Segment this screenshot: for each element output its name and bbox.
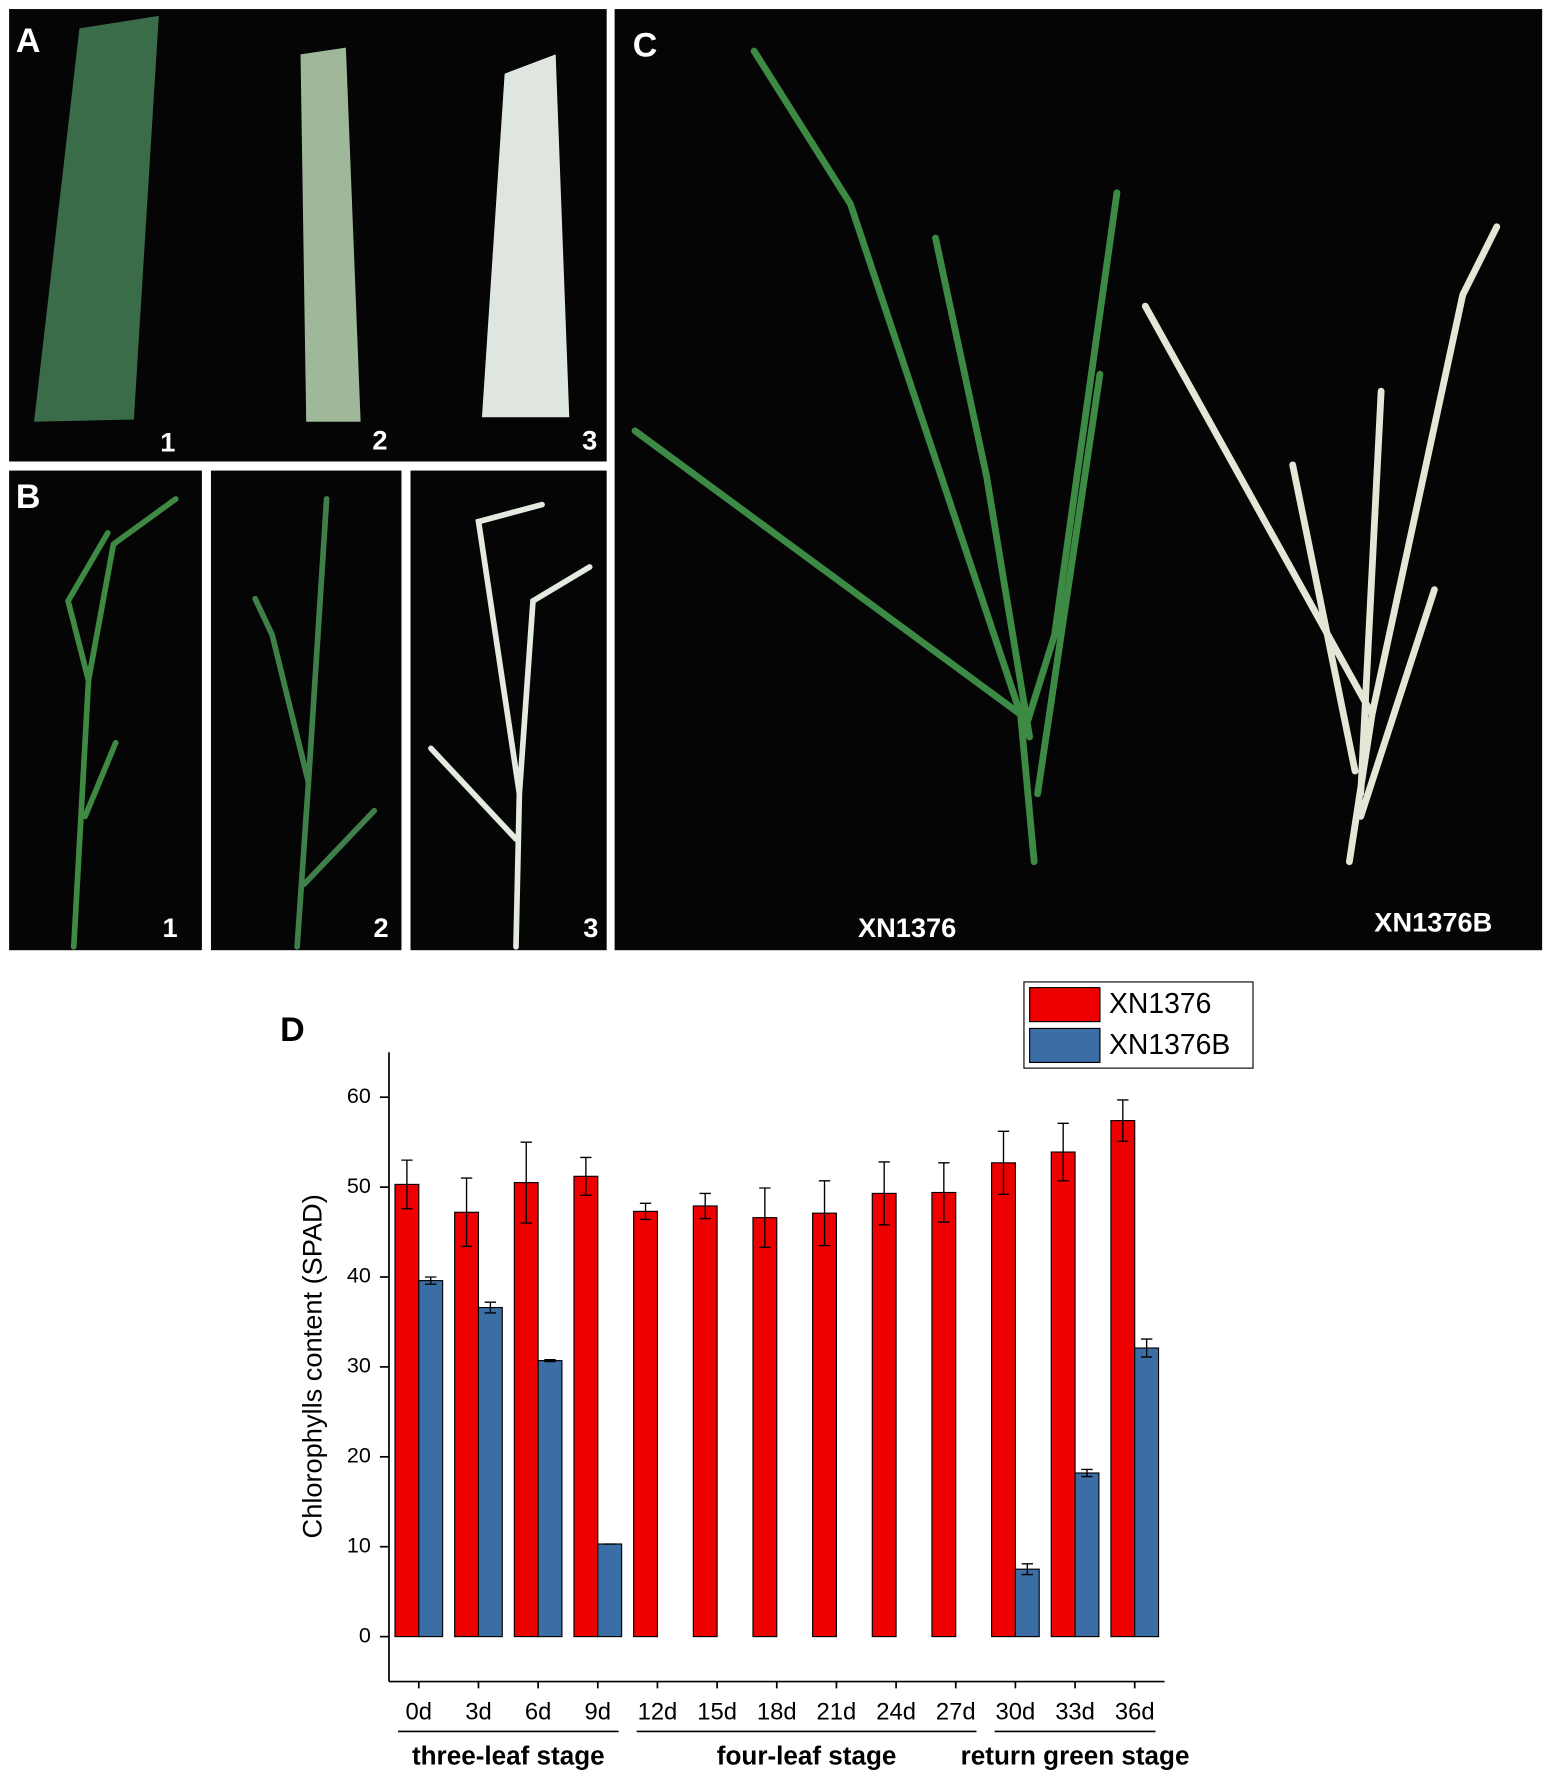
panel-label: A (16, 22, 41, 60)
error-bar (878, 1161, 890, 1226)
item-label: XN1376 (858, 912, 956, 943)
x-tick-label: 36d (1115, 1699, 1155, 1726)
x-tick-label: 18d (757, 1699, 797, 1726)
item-label: XN1376B (1374, 906, 1492, 937)
item-label: 1 (163, 912, 178, 943)
error-bar (639, 1202, 652, 1221)
leaf (34, 15, 159, 422)
panel-label: D (280, 1011, 305, 1049)
error-bar (1117, 1099, 1129, 1142)
x-tick-label: 33d (1055, 1699, 1095, 1726)
leaf (481, 54, 570, 418)
bar (812, 1212, 837, 1638)
item-label: 3 (583, 912, 598, 943)
error-bar (699, 1192, 711, 1220)
y-axis-label: Chlorophylls content (SPAD) (296, 1194, 327, 1538)
error-bar (938, 1162, 950, 1223)
bar (597, 1543, 623, 1638)
y-tick-label: 60 (347, 1084, 371, 1108)
x-tick-label: 15d (697, 1699, 737, 1726)
bar (573, 1175, 599, 1638)
bar (1110, 1120, 1136, 1638)
photo-b2 (210, 470, 402, 951)
panel-label: B (16, 478, 41, 516)
y-tick-label: 40 (347, 1264, 371, 1288)
error-bar (544, 1359, 556, 1363)
panel-label: C (633, 27, 658, 65)
legend-label: XN1376 (1109, 988, 1211, 1020)
group-label: return green stage (961, 1740, 1190, 1770)
error-bar (997, 1130, 1010, 1195)
bar (1074, 1472, 1100, 1638)
y-tick-label: 0 (359, 1623, 371, 1647)
x-tick-label: 0d (406, 1699, 432, 1726)
bar (752, 1217, 778, 1638)
error-bar (759, 1187, 771, 1249)
plants-c (631, 47, 1501, 866)
bar (633, 1210, 659, 1638)
error-bar (460, 1177, 473, 1248)
error-bar (818, 1180, 831, 1247)
error-bar (425, 1276, 437, 1285)
x-tick-label: 24d (876, 1699, 916, 1726)
x-tick-label: 6d (525, 1699, 551, 1726)
bar (871, 1192, 897, 1638)
x-tick-label: 21d (817, 1699, 857, 1726)
bar (418, 1280, 444, 1638)
error-bar (484, 1301, 497, 1314)
error-bar (580, 1156, 592, 1196)
bar (537, 1360, 563, 1638)
bar (1014, 1568, 1040, 1638)
plants-b (65, 496, 593, 950)
bar (991, 1162, 1016, 1638)
bar (931, 1191, 957, 1638)
group-label: three-leaf stage (412, 1740, 605, 1770)
photo-b1 (9, 470, 202, 951)
bar (477, 1307, 503, 1638)
error-bar (1081, 1468, 1093, 1478)
leaf (300, 47, 361, 422)
y-tick-label: 10 (347, 1533, 371, 1557)
error-bar (401, 1159, 413, 1210)
item-label: 2 (372, 424, 387, 455)
bar (1050, 1151, 1076, 1638)
bar (692, 1205, 718, 1638)
bar (394, 1183, 420, 1638)
group-label: four-leaf stage (717, 1740, 897, 1770)
error-bar (1021, 1563, 1033, 1576)
item-label: 2 (373, 912, 388, 943)
x-tick-label: 27d (936, 1699, 976, 1726)
x-tick-label: 30d (996, 1699, 1036, 1726)
error-bar (1140, 1338, 1153, 1358)
y-tick-label: 50 (347, 1174, 371, 1198)
error-bar (1057, 1122, 1069, 1182)
bar (454, 1211, 480, 1638)
legend-label: XN1376B (1109, 1029, 1230, 1061)
legend-swatch (1029, 1027, 1101, 1064)
x-tick-label: 9d (585, 1699, 611, 1726)
bar (1134, 1347, 1160, 1638)
y-tick-label: 20 (347, 1443, 371, 1467)
item-label: 1 (160, 427, 175, 458)
legend-swatch (1029, 987, 1101, 1023)
y-tick-label: 30 (347, 1354, 371, 1378)
x-tick-label: 12d (638, 1699, 678, 1726)
error-bar (520, 1141, 532, 1224)
bar (513, 1182, 539, 1638)
x-tick-label: 3d (465, 1699, 491, 1726)
item-label: 3 (582, 424, 597, 455)
